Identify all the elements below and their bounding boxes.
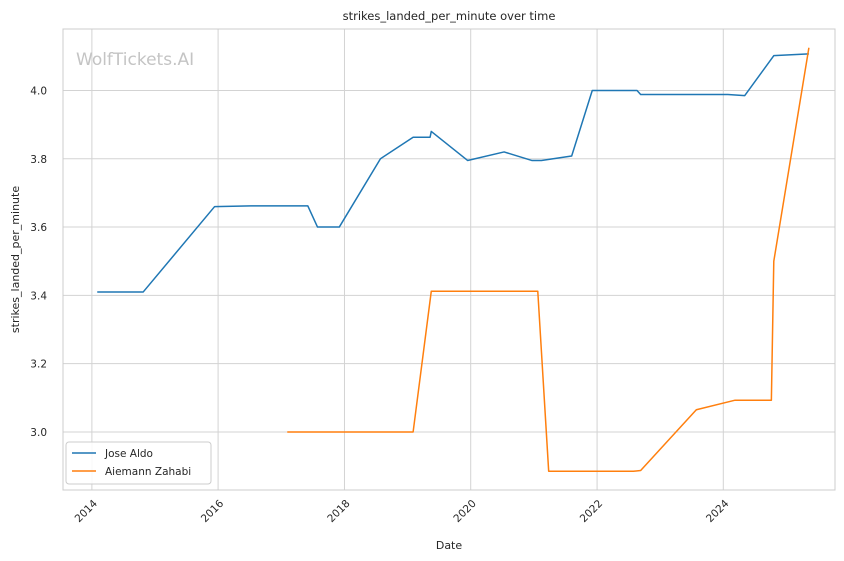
x-tick-label: 2024 — [704, 497, 732, 525]
legend-box — [65, 441, 212, 485]
y-tick-label: 3.6 — [30, 222, 47, 234]
y-tick-label: 4.0 — [30, 85, 47, 97]
legend: Jose Aldo Aiemann Zahabi — [65, 441, 212, 485]
chart-title: strikes_landed_per_minute over time — [343, 9, 556, 23]
y-tick-label: 3.4 — [30, 290, 47, 302]
y-tick-label: 3.2 — [30, 359, 47, 371]
x-tick-label: 2014 — [73, 497, 101, 525]
legend-label: Jose Aldo — [104, 448, 153, 460]
y-axis-label: strikes_landed_per_minute — [9, 186, 22, 333]
x-axis-label: Date — [436, 539, 463, 552]
x-tick-label: 2018 — [325, 498, 352, 525]
legend-label: Aiemann Zahabi — [105, 466, 191, 478]
series-line-0 — [97, 53, 809, 293]
plot-frame — [62, 28, 836, 491]
x-tick-label: 2016 — [199, 497, 227, 525]
y-tick-label: 3.8 — [30, 154, 47, 166]
x-tick-label: 2020 — [451, 498, 478, 525]
series-lines — [97, 47, 810, 472]
x-tick-label: 2022 — [578, 498, 605, 525]
series-line-1 — [287, 47, 810, 472]
y-tick-label: 3.0 — [30, 427, 47, 439]
grid-lines — [63, 29, 835, 490]
watermark: WolfTickets.AI — [76, 50, 194, 70]
